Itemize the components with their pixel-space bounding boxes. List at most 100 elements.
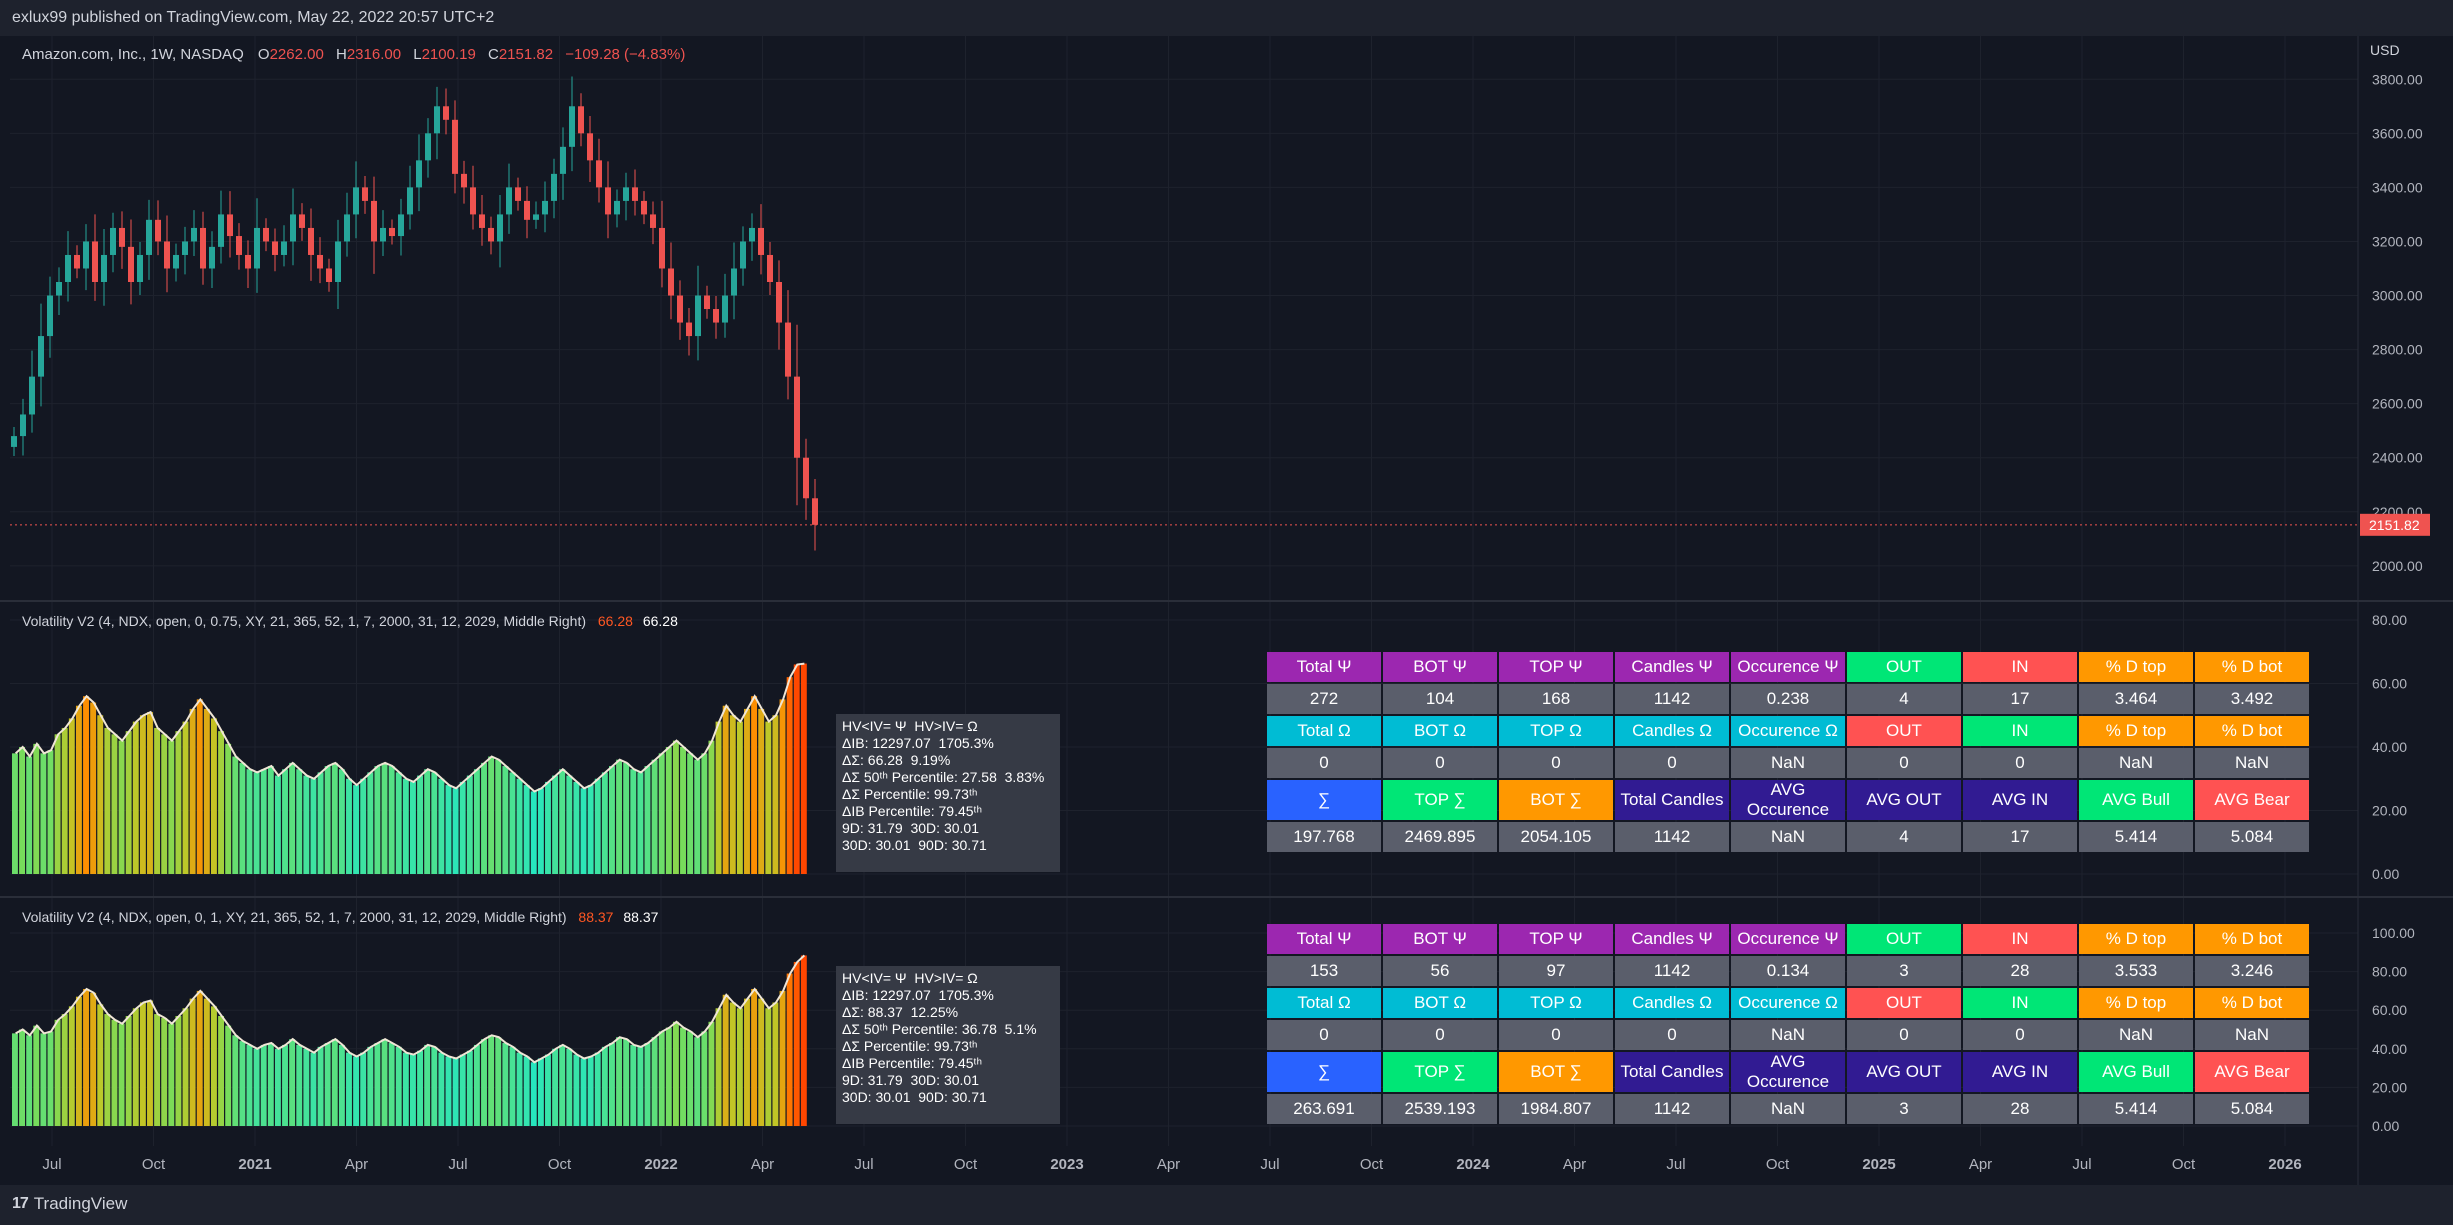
candle-body xyxy=(11,436,17,447)
tooltip-line: 30D: 30.01 90D: 30.71 xyxy=(842,1089,987,1105)
table-value-cell: 5.414 xyxy=(2079,822,2193,852)
table-value-cell: 2054.105 xyxy=(1499,822,1613,852)
histogram-bar xyxy=(253,772,260,874)
histogram-bar xyxy=(424,1044,431,1126)
histogram-bar xyxy=(481,762,487,874)
table-header-cell: TOP Ω xyxy=(1499,716,1613,746)
table-header-cell: AVG IN xyxy=(1963,780,2077,820)
histogram-bar xyxy=(75,705,82,874)
price-axis[interactable]: 2000.002200.002400.002600.002800.003000.… xyxy=(2372,71,2423,1134)
indicator2-legend[interactable]: Volatility V2 (4, NDX, open, 0, 1, XY, 2… xyxy=(22,909,659,925)
candle-body xyxy=(362,187,368,201)
candle-body xyxy=(335,241,341,283)
histogram-bar xyxy=(47,750,54,874)
histogram-bar xyxy=(687,753,694,874)
candle-body xyxy=(155,219,161,242)
candle-body xyxy=(344,214,350,242)
histogram-bar xyxy=(786,677,793,874)
indicator-tick-label: 40.00 xyxy=(2372,739,2407,755)
indicator1-legend[interactable]: Volatility V2 (4, NDX, open, 0, 0.75, XY… xyxy=(22,613,678,629)
histogram-bar xyxy=(559,1044,566,1126)
candle-body xyxy=(605,187,611,215)
histogram-bar xyxy=(68,718,75,874)
histogram-bar xyxy=(26,1035,33,1126)
histogram-bar xyxy=(658,1031,665,1126)
histogram-bar xyxy=(211,718,217,874)
histogram-bar xyxy=(353,785,360,874)
table-header-cell: Total Candles xyxy=(1615,1052,1729,1092)
histogram-bar xyxy=(502,766,509,874)
histogram-bar xyxy=(466,1050,473,1126)
top-bar: exlux99 published on TradingView.com, Ma… xyxy=(0,0,2453,36)
candle-body xyxy=(272,241,278,255)
table-value-cell: 263.691 xyxy=(1267,1094,1381,1124)
histogram-bar xyxy=(644,1043,651,1126)
time-tick-label: Oct xyxy=(548,1156,572,1173)
table-header-cell: AVG Bull xyxy=(2079,780,2193,820)
candle-body xyxy=(191,227,197,242)
tradingview-logo[interactable]: 17 TradingView xyxy=(12,1194,127,1214)
histogram-bar xyxy=(594,1052,601,1126)
candle-body xyxy=(137,254,143,283)
volatility-histogram-2 xyxy=(12,954,807,1126)
histogram-bar xyxy=(488,1035,495,1126)
histogram-bar xyxy=(97,715,104,874)
histogram-bar xyxy=(680,1027,686,1126)
table-row: Total Ω BOT Ω TOP Ω Candles Ω Occurence Ω OUT… xyxy=(1267,988,2309,1018)
candle-body xyxy=(614,200,620,215)
tooltip-line: ΔIB: 12297.07 1705.3% xyxy=(842,987,994,1003)
table-header-cell: % D bot xyxy=(2195,716,2309,746)
table-value-cell: 3.246 xyxy=(2195,956,2309,986)
tooltip-line: ΔIB Percentile: 79.45ᵗʰ xyxy=(842,1055,982,1071)
histogram-bar xyxy=(132,1008,139,1126)
table-value-cell: 0 xyxy=(1499,748,1613,778)
histogram-bar xyxy=(168,1023,175,1126)
histogram-bar xyxy=(459,1054,466,1126)
histogram-bar xyxy=(566,1048,573,1126)
time-tick-label: 2026 xyxy=(2268,1156,2301,1173)
histogram-bar xyxy=(424,769,431,874)
table-value-cell: 0 xyxy=(1499,1020,1613,1050)
volatility-line xyxy=(15,954,806,1064)
histogram-bar xyxy=(61,727,68,874)
time-tick-label: 2022 xyxy=(644,1156,677,1173)
histogram-bar xyxy=(786,973,793,1126)
time-tick-label: Oct xyxy=(1360,1156,1384,1173)
time-tick-label: 2024 xyxy=(1456,1156,1490,1173)
histogram-bar xyxy=(395,1046,402,1126)
table-value-cell: 0 xyxy=(1847,1020,1961,1050)
table-row: 263.691 2539.193 1984.807 1142 NaN 3 28 5.414 5.… xyxy=(1267,1094,2309,1124)
time-tick-label: Jul xyxy=(448,1156,467,1173)
histogram-bar xyxy=(530,1062,537,1126)
table-header-cell: Total Ω xyxy=(1267,716,1381,746)
histogram-bar xyxy=(537,788,544,874)
candle-body xyxy=(713,309,719,323)
table-header-cell: TOP Ω xyxy=(1499,988,1613,1018)
time-tick-label: Oct xyxy=(142,1156,166,1173)
time-axis[interactable]: Jul Oct 2021 Apr Jul Oct 2022 Apr Jul Oct 2023 Apr J… xyxy=(42,1156,2301,1173)
table-value-cell: 0 xyxy=(1615,748,1729,778)
tooltip-line: 9D: 31.79 30D: 30.01 xyxy=(842,1072,979,1088)
table-header-cell: Occurence Ψ xyxy=(1731,924,1845,954)
histogram-bar xyxy=(346,1052,352,1126)
histogram-bar xyxy=(545,1054,551,1126)
time-tick-label: Jul xyxy=(854,1156,873,1173)
candle-body xyxy=(632,187,638,201)
histogram-bar xyxy=(495,1037,502,1126)
candle-body xyxy=(29,376,35,415)
table-header-cell: IN xyxy=(1963,924,2077,954)
histogram-bar xyxy=(310,778,317,874)
histogram-bar xyxy=(687,1031,694,1126)
histogram-bar xyxy=(267,766,274,874)
histogram-bar xyxy=(630,1044,637,1126)
histogram-bar xyxy=(729,715,736,874)
histogram-bar xyxy=(267,1043,274,1126)
histogram-bar xyxy=(61,1014,68,1126)
histogram-bar xyxy=(90,992,97,1126)
table-value-cell: NaN xyxy=(2079,748,2193,778)
table-header-cell: Candles Ψ xyxy=(1615,652,1729,682)
candle-body xyxy=(389,227,395,237)
table-header-cell: BOT ∑ xyxy=(1499,1052,1613,1092)
candle-body xyxy=(407,187,413,215)
histogram-bar xyxy=(779,990,786,1126)
